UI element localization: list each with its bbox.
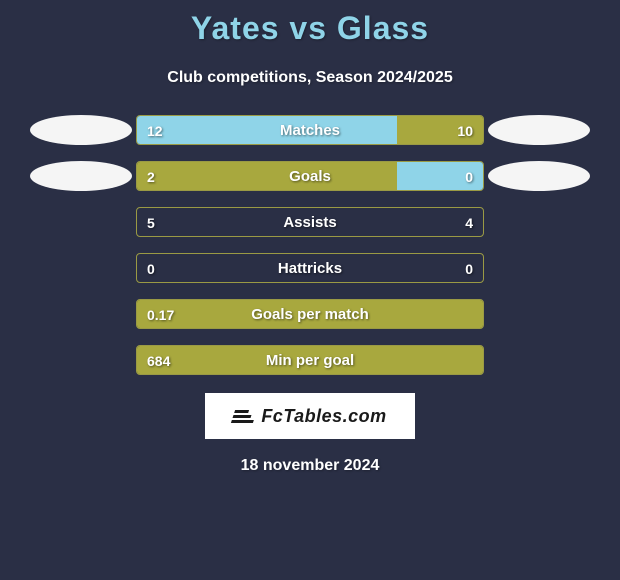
stat-row: 5Assists4 (0, 207, 620, 237)
stat-right-value: 10 (457, 116, 473, 145)
avatar-ellipse (488, 161, 590, 191)
stat-bar: 684Min per goal (136, 345, 484, 375)
stat-label: Goals (137, 162, 483, 191)
logo-text: FcTables.com (261, 406, 386, 427)
stat-label: Matches (137, 116, 483, 145)
stat-label: Assists (137, 208, 483, 237)
stat-bar: 0Hattricks0 (136, 253, 484, 283)
right-avatar (484, 115, 594, 145)
stat-right-value: 0 (465, 254, 473, 283)
avatar-ellipse (488, 115, 590, 145)
stat-row: 2Goals0 (0, 161, 620, 191)
stats-container: 12Matches102Goals05Assists40Hattricks00.… (0, 115, 620, 375)
stat-right-value: 0 (465, 162, 473, 191)
stat-bar: 0.17Goals per match (136, 299, 484, 329)
right-avatar (484, 161, 594, 191)
date-label: 18 november 2024 (0, 457, 620, 475)
stat-row: 0Hattricks0 (0, 253, 620, 283)
stat-bar: 2Goals0 (136, 161, 484, 191)
stat-bar: 5Assists4 (136, 207, 484, 237)
left-avatar (26, 161, 136, 191)
stat-row: 0.17Goals per match (0, 299, 620, 329)
fctables-logo: FcTables.com (205, 393, 415, 439)
page-title: Yates vs Glass (0, 0, 620, 47)
stat-bar: 12Matches10 (136, 115, 484, 145)
stat-label: Min per goal (137, 346, 483, 375)
stat-label: Goals per match (137, 300, 483, 329)
avatar-ellipse (30, 161, 132, 191)
stat-row: 12Matches10 (0, 115, 620, 145)
stat-row: 684Min per goal (0, 345, 620, 375)
left-avatar (26, 115, 136, 145)
subtitle: Club competitions, Season 2024/2025 (0, 69, 620, 87)
stat-right-value: 4 (465, 208, 473, 237)
logo-stripes-icon (231, 410, 257, 423)
avatar-ellipse (30, 115, 132, 145)
stat-label: Hattricks (137, 254, 483, 283)
